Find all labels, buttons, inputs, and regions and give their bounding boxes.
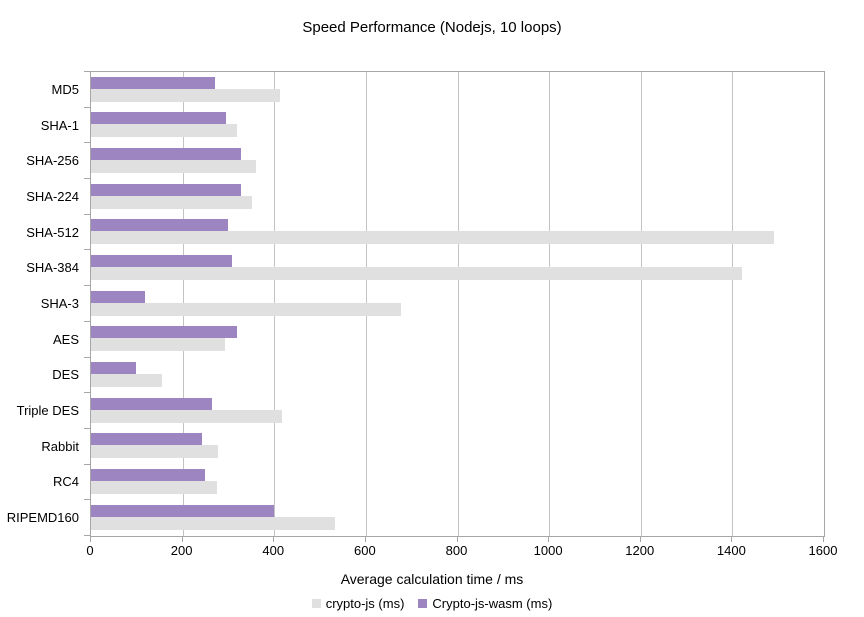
bar-crypto-js-wasm (91, 433, 203, 446)
y-axis-category-label: SHA-384 (26, 260, 79, 276)
gridline (732, 72, 734, 536)
y-axis-tick (84, 106, 90, 108)
gridline (640, 72, 642, 536)
y-axis-tick (84, 249, 90, 251)
bar-crypto-js-wasm (91, 362, 137, 375)
legend-item: Crypto-js-wasm (ms) (418, 596, 552, 611)
y-axis-category-label: RIPEMD160 (6, 510, 79, 526)
bar-crypto-js (91, 374, 162, 388)
legend-item: crypto-js (ms) (311, 596, 405, 611)
x-axis-tick-label: 1600 (808, 543, 838, 558)
y-axis-tick (84, 535, 90, 536)
bar-crypto-js-wasm (91, 290, 146, 303)
bar-crypto-js-wasm (91, 326, 237, 339)
chart-title: Speed Performance (Nodejs, 10 loops) (302, 19, 562, 36)
x-axis-tick-label: 800 (445, 543, 468, 558)
bar-crypto-js (91, 195, 253, 209)
x-axis-tick (181, 537, 183, 542)
y-axis-category-label: RC4 (52, 474, 79, 490)
bar-crypto-js-wasm (91, 76, 215, 89)
legend-label: crypto-js (ms) (325, 596, 405, 611)
x-axis-tick-label: 1400 (716, 543, 746, 558)
y-axis-tick (84, 392, 90, 394)
x-axis-tick-label: 1200 (625, 543, 655, 558)
bar-crypto-js (91, 409, 282, 423)
x-axis-tick (456, 537, 458, 542)
plot-area (90, 71, 825, 537)
x-axis-tick (90, 537, 91, 542)
y-axis-tick (84, 356, 90, 358)
x-axis-title: Average calculation time / ms (340, 571, 524, 587)
y-axis-category-label: DES (52, 367, 79, 383)
bar-crypto-js-wasm (91, 254, 232, 267)
x-axis-tick (823, 537, 824, 542)
bar-crypto-js (91, 88, 280, 102)
bar-crypto-js-wasm (91, 183, 242, 196)
y-axis-category-label: SHA-512 (26, 224, 79, 240)
y-axis-category-label: SHA-256 (26, 153, 79, 169)
bar-crypto-js-wasm (91, 147, 242, 160)
bar-crypto-js (91, 302, 402, 316)
bar-crypto-js-wasm (91, 397, 213, 410)
bar-crypto-js (91, 338, 225, 352)
x-axis-tick-label: 1000 (533, 543, 563, 558)
y-axis-tick (84, 213, 90, 215)
y-axis-tick (84, 499, 90, 501)
y-axis-labels: MD5 SHA-1 SHA-256 SHA-224 SHA-512 SHA-384 SHA-… (0, 71, 84, 537)
x-axis-tick-label: 400 (262, 543, 285, 558)
y-axis-category-label: SHA-224 (26, 188, 79, 204)
bar-crypto-js-wasm (91, 504, 275, 517)
legend-label: Crypto-js-wasm (ms) (432, 596, 553, 611)
x-axis-tick (364, 537, 366, 542)
bar-crypto-js-wasm (91, 112, 226, 125)
gridline (457, 72, 459, 536)
bar-crypto-js (91, 159, 257, 173)
x-axis-tick-label: 600 (354, 543, 376, 558)
bar-crypto-js-wasm (91, 469, 205, 482)
bar-crypto-js (91, 266, 742, 280)
y-axis-tick (84, 178, 90, 180)
y-axis-category-label: MD5 (51, 81, 79, 97)
bar-crypto-js (91, 481, 217, 495)
y-axis-category-label: SHA-3 (40, 296, 79, 311)
bar-crypto-js (91, 231, 774, 245)
y-axis-tick (84, 320, 90, 322)
y-axis-category-label: AES (52, 331, 79, 347)
y-axis-tick (84, 285, 90, 287)
bar-crypto-js (91, 445, 219, 459)
y-axis-tick (84, 463, 90, 465)
gridline (549, 72, 551, 536)
bar-crypto-js (91, 124, 238, 138)
bar-crypto-js (91, 516, 336, 530)
y-axis-tick (84, 142, 90, 144)
x-axis-tick (731, 537, 733, 542)
y-axis-tick (84, 71, 90, 72)
legend-swatch-icon (418, 599, 428, 608)
x-axis-tick-label: 0 (86, 543, 94, 558)
x-axis-tick (273, 537, 275, 542)
y-axis-tick (84, 427, 90, 429)
x-axis-tick (639, 537, 641, 542)
y-axis-category-label: Rabbit (41, 438, 79, 454)
legend: crypto-js (ms) Crypto-js-wasm (ms) (0, 596, 864, 611)
y-axis-category-label: Triple DES (16, 403, 79, 419)
bar-crypto-js-wasm (91, 219, 228, 232)
legend-swatch-icon (311, 599, 321, 608)
x-axis-tick-label: 200 (170, 543, 193, 558)
x-axis-tick (548, 537, 550, 542)
y-axis-category-label: SHA-1 (40, 117, 79, 133)
